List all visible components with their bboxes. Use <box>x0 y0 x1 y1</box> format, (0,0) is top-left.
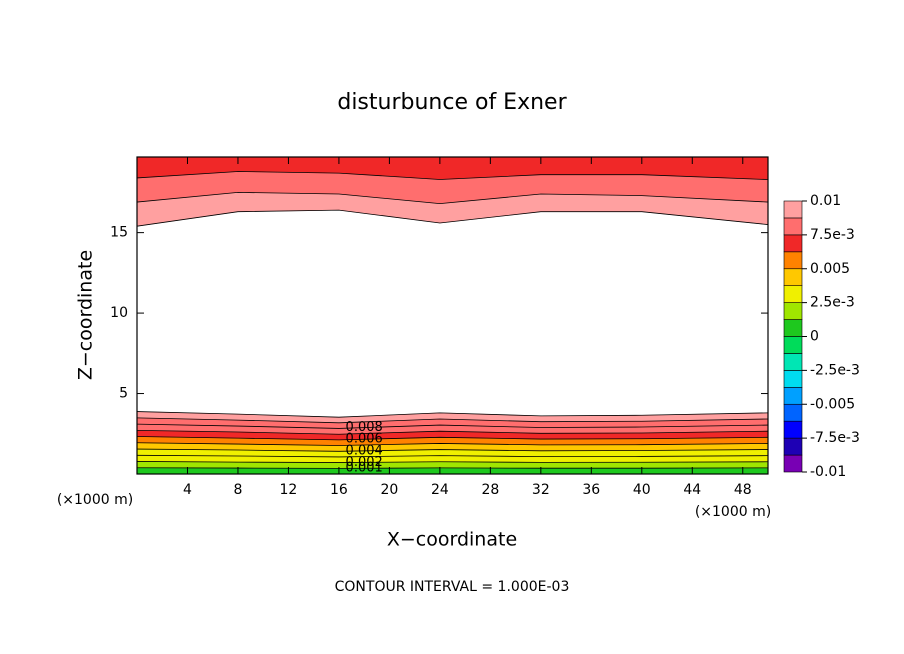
colorbar-swatch <box>783 302 803 320</box>
colorbar-tick-label: 0 <box>810 329 819 345</box>
contour-label: 0.006 <box>346 432 383 447</box>
x-tick-label: 8 <box>233 482 242 498</box>
colorbar-swatch <box>783 217 803 236</box>
contour-label: 0.001 <box>346 461 383 476</box>
colorbar-swatch <box>783 454 803 473</box>
colorbar-swatch <box>783 387 803 405</box>
contour-line <box>136 442 769 446</box>
contour-line <box>136 171 769 180</box>
contour-line <box>136 436 769 441</box>
colorbar-swatch <box>783 420 803 439</box>
x-tick-label: 40 <box>633 482 651 498</box>
contour-line <box>136 423 769 429</box>
plot-frame <box>136 156 769 475</box>
contour-line <box>136 411 769 418</box>
x-unit-label: (×1000 m) <box>695 504 771 520</box>
x-axis-label: X−coordinate <box>387 529 517 551</box>
contour-label: 0.004 <box>346 443 383 458</box>
colorbar: 0.01 7.5e-3 0.005 2.5e-3 0 -2.5e-3 -0.005 -7.5e… <box>783 193 860 480</box>
contour-label: 0.002 <box>346 455 383 470</box>
contour-line <box>136 454 769 458</box>
colorbar-tick-label: 7.5e-3 <box>810 227 855 243</box>
x-tick-label: 4 <box>183 482 192 498</box>
colorbar-swatch <box>783 251 803 270</box>
x-tick-label: 28 <box>481 482 499 498</box>
x-tick-label: 24 <box>431 482 449 498</box>
colorbar-swatch <box>783 336 803 354</box>
y-tick-label: 5 <box>119 386 128 402</box>
contour-fills <box>136 156 769 475</box>
colorbar-swatch <box>783 200 803 219</box>
contour-line <box>136 467 769 469</box>
colorbar-tick-label: 2.5e-3 <box>810 295 855 311</box>
colorbar-swatch <box>783 403 803 422</box>
y-tick-label: 15 <box>110 225 128 241</box>
x-tick-label: 20 <box>380 482 398 498</box>
contour-label: 0.008 <box>346 420 383 435</box>
colorbar-tick-label: 0.01 <box>810 193 841 209</box>
colorbar-tick-label: -0.01 <box>810 464 846 480</box>
contour-line <box>136 191 769 205</box>
x-tick-label: 12 <box>280 482 298 498</box>
x-tick-label: 36 <box>582 482 600 498</box>
colorbar-swatch <box>783 370 803 388</box>
chart-title: disturbunce of Exner <box>337 90 567 115</box>
y-axis-label: Z−coordinate <box>75 250 97 380</box>
x-tick-label: 16 <box>330 482 348 498</box>
x-tick-label: 44 <box>683 482 701 498</box>
colorbar-swatch <box>783 437 803 456</box>
colorbar-tick-label: -0.005 <box>810 396 855 412</box>
colorbar-tick-label: -7.5e-3 <box>810 430 860 446</box>
colorbar-swatch <box>783 319 803 337</box>
y-tick-label: 10 <box>110 305 128 321</box>
contour-interval-note: CONTOUR INTERVAL = 1.000E-03 <box>335 579 570 595</box>
contour-line <box>136 417 769 424</box>
x-unit-label: (×1000 m) <box>57 492 133 508</box>
colorbar-swatch <box>783 234 803 253</box>
contour-line <box>136 461 769 463</box>
x-tick-label: 32 <box>532 482 550 498</box>
contour-line <box>136 448 769 452</box>
colorbar-swatch <box>783 268 803 286</box>
contour-band <box>136 467 769 475</box>
colorbar-tick-label: -2.5e-3 <box>810 362 860 378</box>
contour-line <box>136 209 769 227</box>
colorbar-swatch <box>783 285 803 303</box>
colorbar-swatch <box>783 353 803 371</box>
contour-line <box>136 429 769 435</box>
x-tick-label: 48 <box>734 482 752 498</box>
colorbar-tick-label: 0.005 <box>810 261 850 277</box>
